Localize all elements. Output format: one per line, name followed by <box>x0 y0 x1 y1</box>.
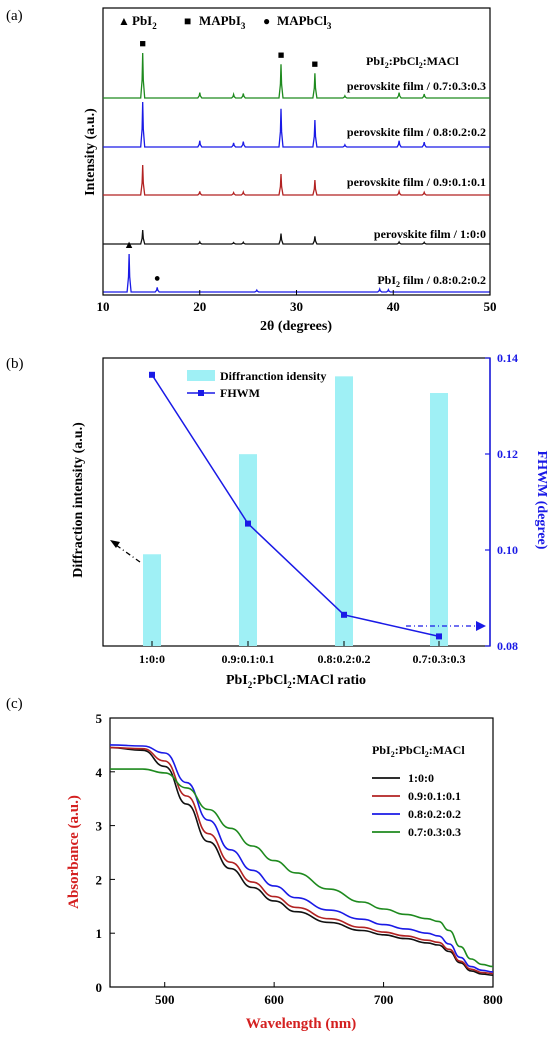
circle-marker-icon: ● <box>154 272 161 284</box>
fwhm-point <box>436 633 442 640</box>
absorbance-curve-0 <box>109 746 494 976</box>
absorbance-curve-1 <box>109 746 494 975</box>
abs-legend-title: PbI2:PbCl2:MACl <box>372 743 465 759</box>
intensity-bar <box>143 554 161 646</box>
intensity-fwhm-chart: 1:0:0 0.9:0.1:0.1 0.8:0.2:0.2 0.7:0.3:0.3 0… <box>71 351 549 690</box>
xrd-trace-4 <box>103 253 490 293</box>
bar-x-axis-label: PbI2:PbCl2:MACl ratio <box>226 673 366 690</box>
legend-square-icon: ■ <box>184 14 191 28</box>
abs-y-tick-label: 2 <box>96 872 103 887</box>
fwhm-y-tick-label: 0.08 <box>497 639 518 653</box>
legend-square-marker-icon <box>198 390 204 396</box>
right-axis-arrow-icon <box>406 621 486 631</box>
legend-mapbi3-label: MAPbI3 <box>199 13 246 31</box>
xrd-trace-2 <box>103 164 490 196</box>
abs-legend-label: 0.7:0.3:0.3 <box>408 825 461 839</box>
intensity-bar <box>239 454 257 646</box>
xrd-trace-0 <box>103 52 490 99</box>
fwhm-y-tick-label: 0.14 <box>497 351 518 365</box>
xrd-trace-label-2: perovskite film / 0.9:0.1:0.1 <box>347 175 486 189</box>
legend-triangle-icon: ▲ <box>118 14 130 28</box>
xrd-trace-label-1: perovskite film / 0.8:0.2:0.2 <box>347 125 486 139</box>
legend-pbi2-label: PbI2 <box>132 13 157 31</box>
xrd-chart: perovskite film / 0.7:0.3:0.3 perovskite … <box>83 7 497 334</box>
abs-y-tick-label: 3 <box>96 819 103 834</box>
xrd-trace-label-4: PbI2 film / 0.8:0.2:0.2 <box>377 273 486 289</box>
xrd-trace-label-3: perovskite film / 1:0:0 <box>374 227 486 241</box>
xrd-x-tick-label: 20 <box>193 299 206 314</box>
panel-a-label: (a) <box>6 8 23 24</box>
abs-x-tick-label: 600 <box>264 992 284 1007</box>
legend-circle-icon: ● <box>263 14 270 28</box>
fwhm-point <box>341 611 347 618</box>
panel-c-label: (c) <box>6 696 23 712</box>
square-marker-icon: ■ <box>278 49 285 61</box>
xrd-x-tick-label: 30 <box>290 299 303 314</box>
left-axis-arrow-icon <box>110 540 141 563</box>
legend-bar-label: Diffranction idensity <box>220 369 326 383</box>
abs-x-tick-label: 800 <box>483 992 503 1007</box>
legend-line-label: FHWM <box>220 386 260 400</box>
fwhm-y-axis-label: FHWM (degree) <box>534 451 549 550</box>
xrd-plot-frame <box>102 7 491 296</box>
abs-y-tick-label: 1 <box>96 926 103 941</box>
xrd-trace-3 <box>103 229 490 245</box>
square-marker-icon: ■ <box>139 38 146 50</box>
abs-y-tick-label: 0 <box>96 980 103 995</box>
fwhm-point <box>149 371 155 378</box>
bar-category-label: 0.7:0.3:0.3 <box>413 652 466 666</box>
abs-x-tick-label: 500 <box>155 992 175 1007</box>
bar-category-label: 1:0:0 <box>139 652 165 666</box>
xrd-ratio-header: PbI2:PbCl2:MACl <box>366 54 459 70</box>
legend-bar-swatch <box>187 370 215 381</box>
bar-y-axis-label: Diffraction intensity (a.u.) <box>71 422 86 578</box>
abs-y-axis-label: Absorbance (a.u.) <box>66 795 82 909</box>
xrd-x-tick-label: 40 <box>387 299 400 314</box>
xrd-trace-1 <box>103 101 490 148</box>
intensity-bar <box>335 376 353 646</box>
triangle-marker-icon: ▲ <box>124 239 135 251</box>
xrd-y-axis-label: Intensity (a.u.) <box>83 108 98 196</box>
abs-x-axis-label: Wavelength (nm) <box>246 1016 356 1032</box>
abs-plot-frame <box>109 717 494 988</box>
xrd-x-tick-label: 50 <box>484 299 497 314</box>
intensity-bar <box>430 393 448 646</box>
absorbance-curve-3 <box>110 768 494 968</box>
fwhm-y-tick-label: 0.10 <box>497 543 518 557</box>
abs-legend-label: 0.9:0.1:0.1 <box>408 789 461 803</box>
fwhm-point <box>245 520 251 527</box>
absorbance-curve-2 <box>109 744 494 973</box>
abs-y-tick-label: 5 <box>96 711 103 726</box>
abs-x-tick-label: 700 <box>374 992 394 1007</box>
xrd-phase-legend: ▲ PbI2 ■ MAPbI3 ● MAPbCl3 <box>118 13 332 31</box>
xrd-x-tick-label: 10 <box>97 299 110 314</box>
fwhm-line <box>151 374 440 638</box>
xrd-x-axis-label: 2θ (degrees) <box>260 319 332 334</box>
xrd-trace-label-0: perovskite film / 0.7:0.3:0.3 <box>347 79 486 93</box>
square-marker-icon: ■ <box>312 58 319 70</box>
abs-legend-label: 0.8:0.2:0.2 <box>408 807 461 821</box>
bar-category-label: 0.9:0.1:0.1 <box>222 652 275 666</box>
legend-mapbcl3-label: MAPbCl3 <box>277 13 332 31</box>
bar-category-label: 0.8:0.2:0.2 <box>318 652 371 666</box>
absorbance-chart: 500 600 700 800 0 1 2 3 4 5 1:0:0 0.9:0.1:0.1 0.8:… <box>66 711 503 1032</box>
abs-legend-label: 1:0:0 <box>408 771 434 785</box>
fwhm-y-tick-label: 0.12 <box>497 447 518 461</box>
abs-y-tick-label: 4 <box>96 765 103 780</box>
panel-b-label: (b) <box>6 356 24 372</box>
